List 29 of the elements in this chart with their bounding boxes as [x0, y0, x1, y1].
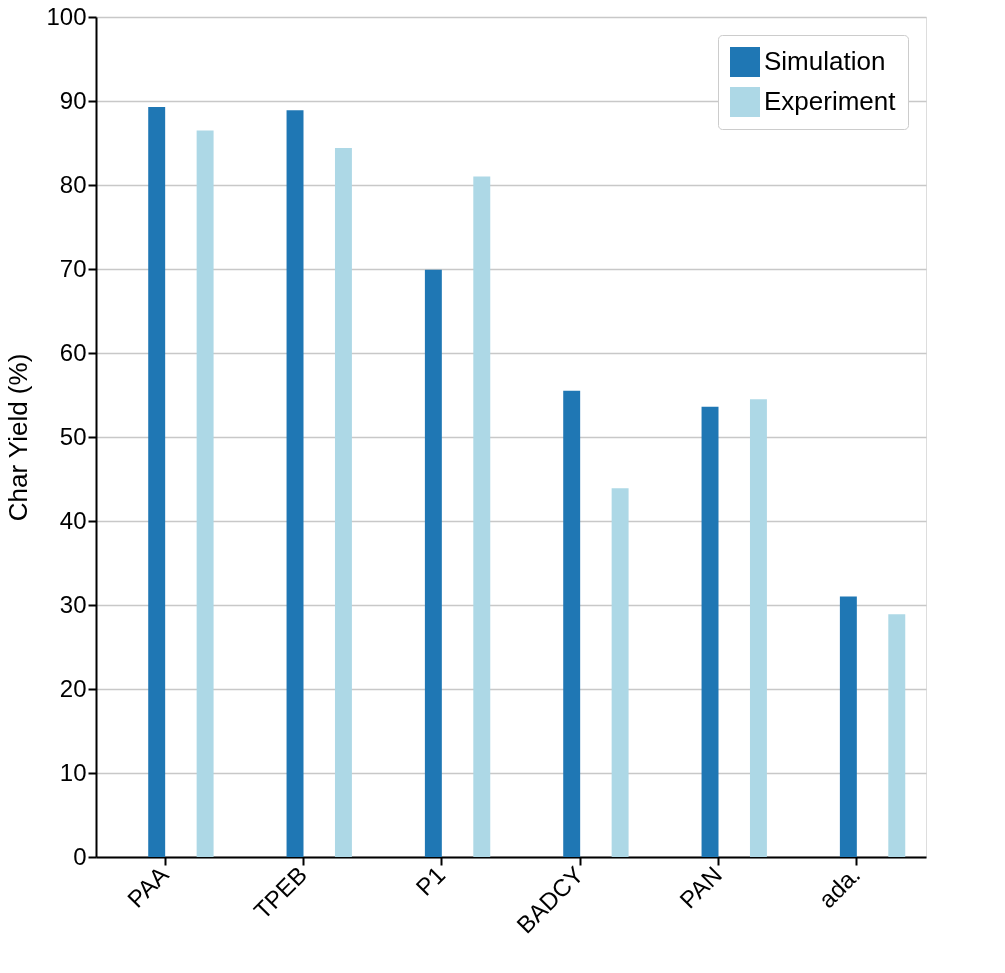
x-tick-label: P1: [410, 860, 451, 901]
bar: [611, 488, 629, 857]
bar: [701, 406, 719, 857]
y-tick-label: 90: [59, 86, 87, 114]
y-tick-label: 60: [59, 338, 87, 366]
y-tick-label: 40: [59, 506, 87, 534]
y-tick-label: 10: [59, 758, 87, 786]
y-tick-label: 30: [59, 590, 87, 618]
bar: [424, 269, 442, 857]
bar: [196, 130, 214, 857]
bar: [286, 110, 304, 857]
y-tick-label: 50: [59, 422, 87, 450]
bar: [148, 106, 166, 857]
legend-label: Simulation: [764, 46, 886, 76]
legend-label: Experiment: [764, 86, 897, 116]
bar: [749, 399, 767, 857]
x-tick-label: ada.: [813, 860, 866, 914]
x-tick-label: PAA: [121, 860, 174, 913]
bar: [473, 176, 491, 857]
bar: [334, 148, 352, 857]
bar: [888, 614, 906, 857]
y-tick-label: 0: [73, 842, 87, 870]
y-tick-label: 80: [59, 170, 87, 198]
bar: [839, 596, 857, 857]
y-tick-label: 100: [46, 2, 87, 30]
y-tick-label: 70: [59, 254, 87, 282]
bar: [563, 390, 581, 857]
y-axis-title: Char Yield (%): [3, 353, 34, 522]
y-tick-label: 20: [59, 674, 87, 702]
